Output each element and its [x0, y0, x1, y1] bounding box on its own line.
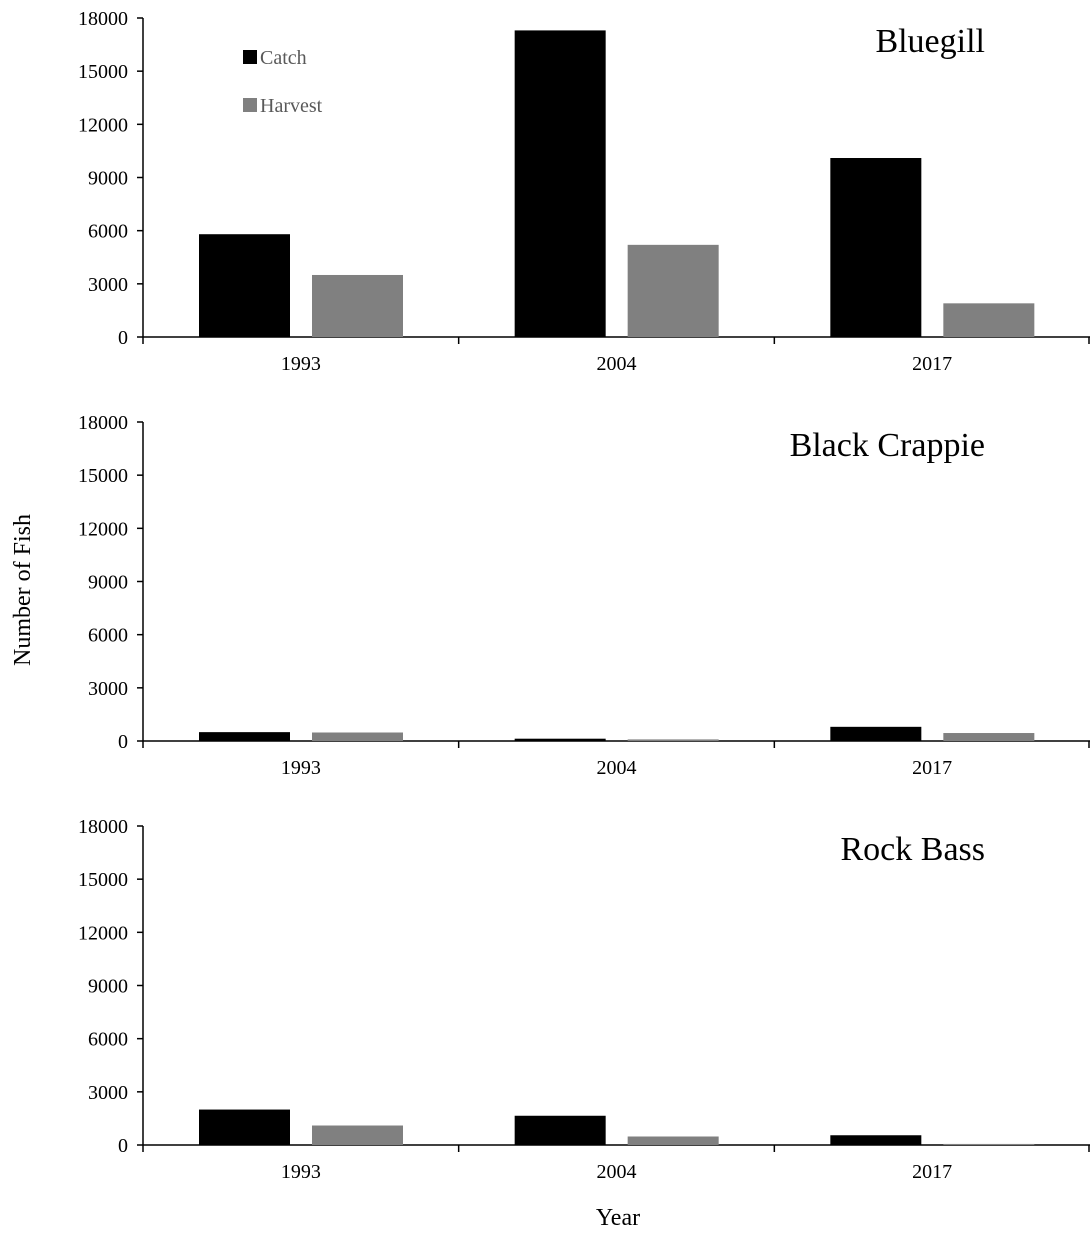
y-tick-label: 9000	[88, 572, 128, 594]
chart-panel-1: 0 3000 6000 9000 12000 15000 18000 1993 2004 2017…	[78, 8, 1090, 375]
x-tick-label: 1993	[281, 757, 321, 779]
x-tick-label: 2004	[597, 757, 637, 779]
legend-swatch-catch	[243, 50, 257, 64]
y-tick-label: 6000	[88, 221, 128, 243]
x-tick-label: 1993	[281, 1161, 321, 1183]
bar-harvest-2004	[627, 1136, 719, 1145]
x-tick-label: 2004	[597, 353, 637, 375]
bar-catch-2004	[514, 738, 606, 741]
legend-label-catch: Catch	[260, 47, 307, 69]
panel-title: Black Crappie	[790, 427, 985, 464]
x-tick-label: 2017	[912, 757, 952, 779]
panels: 0 3000 6000 9000 12000 15000 18000 1993 2004 2017…	[78, 8, 1090, 1183]
bar-harvest-2017	[943, 733, 1035, 741]
bar-harvest-2017	[943, 1143, 1035, 1145]
bar-harvest-2017	[943, 303, 1035, 337]
y-tick-label: 0	[118, 1135, 128, 1157]
y-axis-title: Number of Fish	[10, 514, 36, 666]
x-axis-title: Year	[596, 1205, 640, 1231]
bar-catch-2004	[514, 1115, 606, 1145]
y-tick-label: 6000	[88, 625, 128, 647]
x-tick-label: 2004	[597, 1161, 637, 1183]
y-tick-label: 6000	[88, 1029, 128, 1051]
bar-harvest-2004	[627, 739, 719, 741]
y-tick-label: 9000	[88, 168, 128, 190]
y-tick-label: 15000	[78, 465, 128, 487]
x-tick-label: 2017	[912, 353, 952, 375]
y-tick-label: 12000	[78, 922, 128, 944]
bar-catch-1993	[199, 234, 290, 337]
bar-catch-1993	[199, 732, 290, 741]
y-tick-label: 3000	[88, 274, 128, 296]
bar-harvest-2004	[627, 244, 719, 337]
y-tick-label: 12000	[78, 114, 128, 136]
legend-label-harvest: Harvest	[260, 95, 323, 117]
y-tick-label: 9000	[88, 976, 128, 998]
bar-catch-2004	[514, 30, 606, 338]
x-tick-label: 1993	[281, 353, 321, 375]
bar-harvest-1993	[312, 274, 403, 337]
y-tick-label: 0	[118, 327, 128, 349]
y-tick-label: 3000	[88, 1082, 128, 1104]
panel-title: Bluegill	[875, 23, 985, 60]
bar-catch-2017	[830, 726, 922, 741]
y-tick-label: 18000	[78, 412, 128, 434]
bar-harvest-1993	[312, 1125, 403, 1145]
y-tick-label: 15000	[78, 61, 128, 83]
bar-harvest-1993	[312, 732, 403, 741]
bar-catch-2017	[830, 1135, 922, 1145]
bar-catch-2017	[830, 158, 922, 337]
chart-panel-2: 0 3000 6000 9000 12000 15000 18000 1993 2004 2017…	[78, 412, 1090, 779]
y-tick-label: 12000	[78, 518, 128, 540]
chart-panel-3: 0 3000 6000 9000 12000 15000 18000 1993 2004 2017…	[78, 816, 1090, 1183]
y-tick-label: 18000	[78, 8, 128, 30]
y-tick-label: 3000	[88, 678, 128, 700]
panel-title: Rock Bass	[841, 831, 986, 868]
bar-catch-1993	[199, 1109, 290, 1145]
legend: Catch Harvest	[243, 47, 323, 117]
legend-swatch-harvest	[243, 98, 257, 112]
y-tick-label: 0	[118, 731, 128, 753]
y-tick-label: 15000	[78, 869, 128, 891]
x-tick-label: 2017	[912, 1161, 952, 1183]
y-tick-label: 18000	[78, 816, 128, 838]
